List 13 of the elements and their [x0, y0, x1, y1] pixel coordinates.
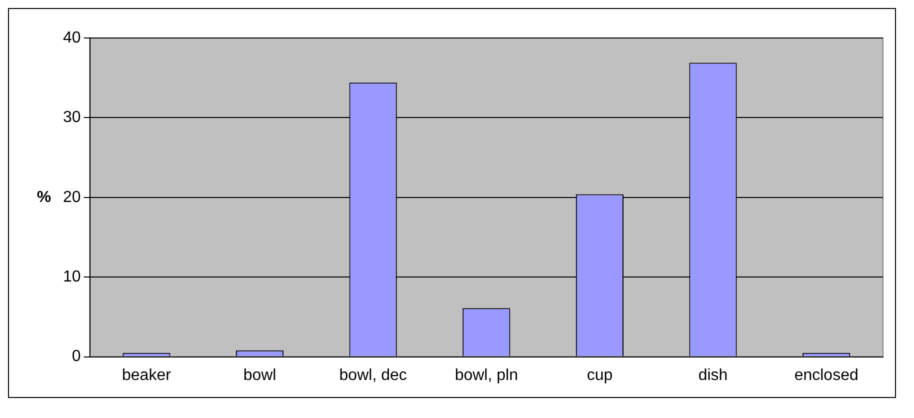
y-tick-label: 0	[72, 348, 81, 366]
x-tick-label: beaker	[122, 366, 172, 384]
x-tick-label: enclosed	[794, 366, 858, 384]
y-tick-label: 10	[63, 268, 81, 286]
x-tick-label: cup	[586, 366, 613, 384]
y-tick-label: 40	[63, 29, 81, 46]
y-tick-label: 20	[63, 188, 81, 206]
x-tick-label: dish	[698, 366, 728, 384]
x-tick-label: bowl, pln	[454, 366, 518, 384]
x-tick-label: bowl, dec	[339, 366, 407, 384]
y-tick-label: 30	[63, 109, 81, 126]
y-axis-title: %	[36, 188, 52, 206]
x-tick-label: bowl	[243, 366, 276, 384]
